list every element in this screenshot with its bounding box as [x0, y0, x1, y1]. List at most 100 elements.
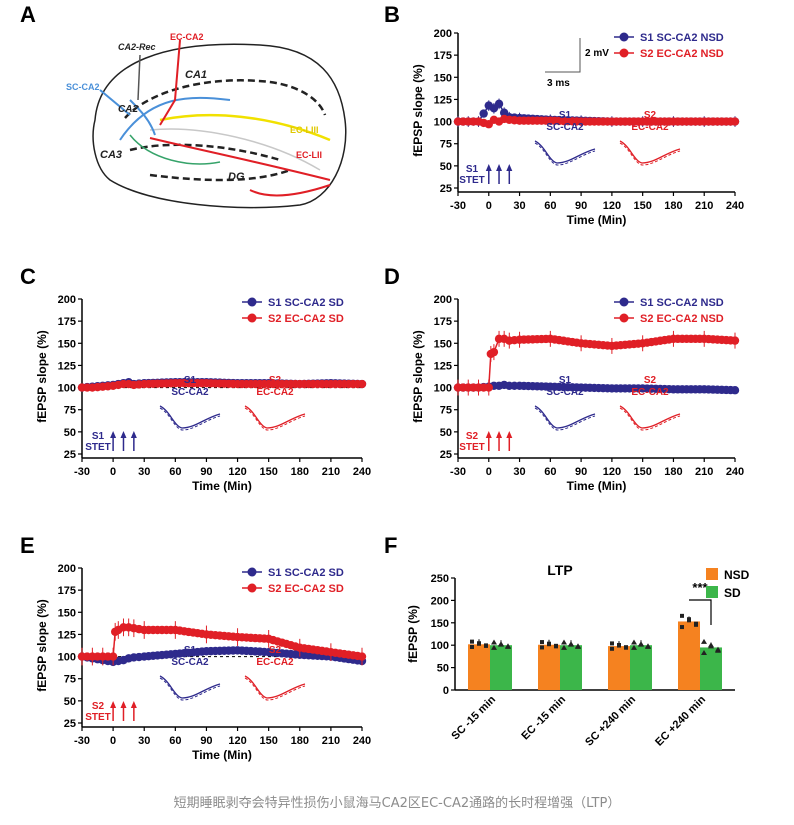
panel-letter-d: D — [384, 264, 400, 289]
significance-stars: *** — [692, 580, 708, 595]
x-tick-label: 60 — [544, 200, 556, 212]
y-tick-label: 125 — [434, 360, 452, 372]
y-tick-label: 75 — [440, 139, 452, 151]
stim-arrow-head — [506, 164, 513, 171]
data-point — [479, 109, 488, 118]
bar-data-point — [715, 647, 721, 653]
legend-label: S1 SC-CA2 SD — [268, 567, 344, 579]
bar — [608, 646, 630, 690]
stim-label-protocol: STET — [459, 175, 485, 186]
x-tick-label: 120 — [603, 466, 621, 478]
inset-label-pathway: S2 — [644, 110, 657, 121]
stim-label-pathway: S2 — [92, 701, 105, 712]
bar-data-point — [701, 650, 707, 656]
bar-data-point — [561, 639, 567, 645]
inset-trace-dashed — [159, 407, 221, 431]
y-tick-label: 100 — [434, 117, 452, 129]
legend-swatch — [706, 568, 718, 580]
ca2-rec-electrode — [137, 54, 141, 101]
panel-d: D 200 175 150 125 100 75 50 25 -30 0 30 60 90 120 150 1… — [384, 264, 744, 493]
y-tick-label: 100 — [58, 383, 76, 395]
y-tick-label: 50 — [64, 696, 76, 708]
bar-data-point — [547, 642, 551, 647]
y-tick-label: 150 — [434, 338, 452, 350]
inset-label-name: EC-CA2 — [631, 387, 669, 398]
y-tick-label: 25 — [64, 449, 76, 461]
label-ca3: CA3 — [100, 149, 122, 161]
bar-data-point — [701, 638, 707, 644]
inset-trace — [244, 405, 306, 429]
x-tick-label: 90 — [200, 466, 212, 478]
x-tick-label: 210 — [695, 466, 713, 478]
y-tick-label: 250 — [431, 573, 449, 585]
data-point — [357, 379, 367, 389]
y-tick-label: 25 — [64, 718, 76, 730]
x-tick-label: -30 — [74, 466, 90, 478]
x-tick-label: 0 — [486, 466, 492, 478]
ec-liii-pathway — [159, 113, 331, 142]
inset-label-pathway: S2 — [269, 645, 282, 656]
category-label: SC +240 min — [583, 693, 638, 748]
dg-upper-layer — [129, 143, 281, 162]
y-tick-label: 150 — [58, 607, 76, 619]
hippocampus-outline — [92, 43, 347, 209]
stim-arrow-head — [130, 431, 137, 438]
x-tick-label: 150 — [259, 466, 277, 478]
panel-f: F LTP 250 200 150 100 50 0 fEPSP (%) SC -15 min E… — [384, 533, 750, 749]
x-tick-label: 90 — [575, 200, 587, 212]
scale-bar — [545, 38, 581, 73]
y-axis-label: fEPSP slope (%) — [35, 330, 49, 422]
label-ec-liii: EC-LIII — [290, 125, 319, 135]
scale-bar-voltage: 2 mV — [585, 48, 609, 59]
significance-bracket — [689, 599, 712, 625]
legend-marker — [247, 583, 257, 593]
inset-trace — [159, 405, 221, 429]
panel-letter-c: C — [20, 264, 36, 289]
x-tick-label: 60 — [544, 466, 556, 478]
y-tick-label: 175 — [434, 316, 452, 328]
y-tick-label: 200 — [58, 563, 76, 575]
schaffer-collaterals — [119, 96, 231, 141]
inset-trace-dashed — [534, 407, 596, 431]
y-tick-label: 50 — [440, 161, 452, 173]
bar-data-point — [491, 639, 497, 645]
y-tick-label: 25 — [440, 449, 452, 461]
legend-label: S2 EC-CA2 NSD — [640, 48, 724, 60]
bar-data-point — [477, 641, 481, 646]
bar-data-point — [575, 643, 581, 649]
x-tick-label: 180 — [664, 200, 682, 212]
stim-arrow-head — [130, 701, 137, 708]
stim-label-protocol: STET — [459, 442, 485, 453]
x-tick-label: 90 — [575, 466, 587, 478]
x-tick-label: 120 — [603, 200, 621, 212]
bar-data-point — [624, 645, 628, 650]
category-label: EC -15 min — [519, 693, 568, 742]
bar-data-point — [470, 639, 474, 644]
x-tick-label: 60 — [169, 735, 181, 747]
x-tick-label: 240 — [726, 200, 744, 212]
y-tick-label: 50 — [437, 663, 449, 675]
inset-label-name: EC-CA2 — [256, 387, 294, 398]
dg-lower-layer — [149, 168, 291, 182]
y-tick-label: 75 — [64, 405, 76, 417]
inset-trace — [619, 140, 681, 164]
x-tick-label: 30 — [513, 200, 525, 212]
inset-trace-dashed — [244, 677, 306, 701]
ec-ca2-electrode — [159, 39, 181, 126]
bar-data-point — [561, 644, 567, 650]
inset-trace-dashed — [244, 407, 306, 431]
y-tick-label: 50 — [440, 427, 452, 439]
bar-data-point — [708, 643, 714, 649]
y-tick-label: 175 — [434, 50, 452, 62]
x-axis-label: Time (Min) — [192, 479, 252, 493]
inset-trace-dashed — [619, 407, 681, 431]
stim-label-protocol: STET — [85, 712, 111, 723]
stim-label-protocol: STET — [85, 442, 111, 453]
bar-data-point — [498, 641, 504, 647]
y-tick-label: 200 — [434, 28, 452, 40]
bar-data-point — [638, 641, 644, 647]
x-tick-label: 210 — [322, 466, 340, 478]
mossy-fibers — [129, 134, 221, 165]
x-tick-label: 90 — [200, 735, 212, 747]
